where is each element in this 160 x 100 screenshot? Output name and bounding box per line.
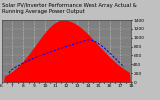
Text: Solar PV/Inverter Performance West Array Actual & Running Average Power Output: Solar PV/Inverter Performance West Array… bbox=[2, 3, 136, 14]
